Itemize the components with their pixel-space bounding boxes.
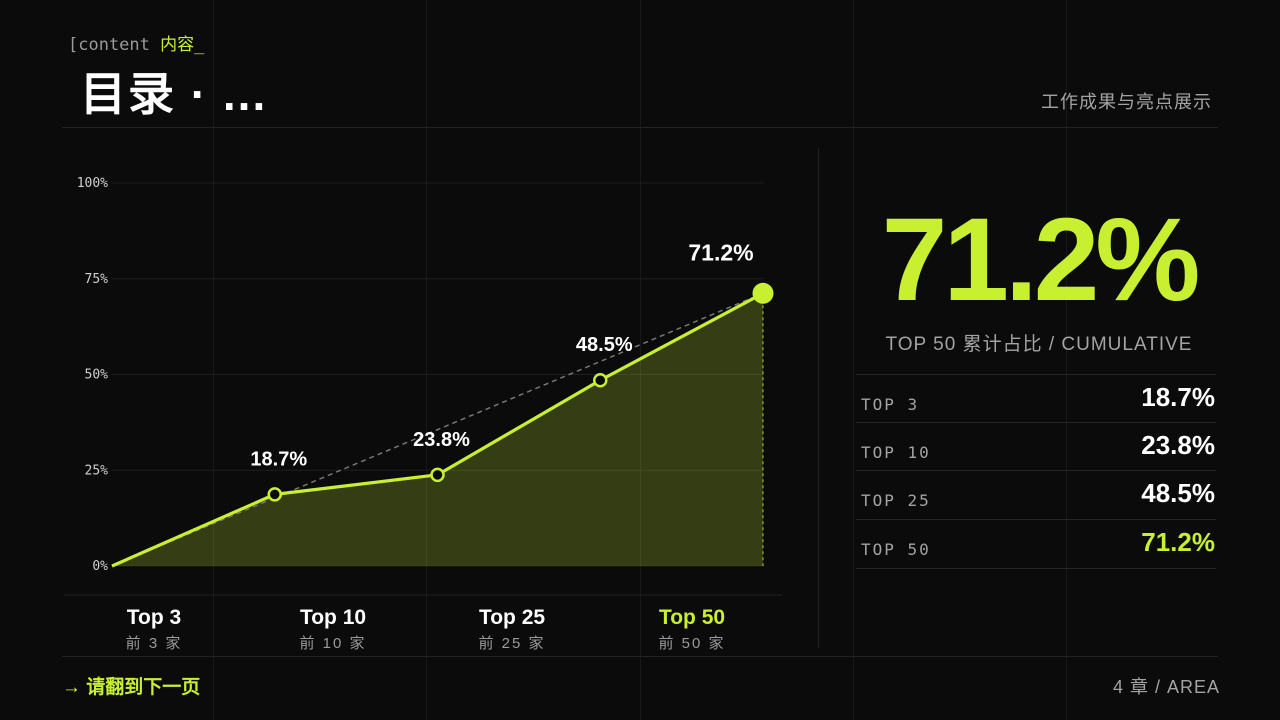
data-label: 71.2% bbox=[688, 239, 753, 265]
x-category-top-25: Top 25 前 25 家 bbox=[432, 606, 592, 653]
y-tick-label: 0% bbox=[92, 559, 108, 574]
stat-label: TOP 25 bbox=[861, 491, 931, 510]
kicker-prefix: [content bbox=[68, 35, 161, 55]
y-tick-label: 25% bbox=[85, 463, 109, 478]
x-category-sublabel: 前 25 家 bbox=[478, 635, 546, 652]
stat-row-top-50: TOP 50 71.2% bbox=[856, 519, 1216, 569]
x-category-top-3: Top 3 前 3 家 bbox=[74, 606, 234, 653]
stat-label: TOP 10 bbox=[861, 443, 931, 462]
x-category-top-50: Top 50 前 50 家 bbox=[612, 606, 772, 653]
bg-grid-line bbox=[1066, 0, 1067, 720]
x-category-label: Top 25 bbox=[478, 606, 546, 629]
footer-divider bbox=[62, 656, 1218, 657]
stat-label: TOP 3 bbox=[861, 395, 920, 414]
x-category-label: Top 10 bbox=[299, 606, 367, 629]
stat-value: 23.8% bbox=[1141, 430, 1215, 460]
data-point bbox=[430, 467, 445, 483]
data-point bbox=[752, 282, 774, 304]
stat-value: 48.5% bbox=[1141, 478, 1215, 508]
x-category-sublabel: 前 3 家 bbox=[125, 635, 183, 652]
x-category-sublabel: 前 10 家 bbox=[299, 635, 367, 652]
big-cumulative-value: 71.2% bbox=[881, 194, 1201, 326]
bg-grid-line bbox=[853, 0, 854, 720]
data-point bbox=[267, 487, 282, 502]
bg-grid-line bbox=[426, 0, 427, 720]
x-category-label: Top 50 bbox=[658, 606, 726, 629]
panel-divider bbox=[818, 148, 819, 648]
cumulative-area-chart: 0% 25% 50% 75% 100% 18.7% 23.8% 48.5% 71.2% bbox=[64, 176, 782, 596]
stat-row-top-3: TOP 3 18.7% bbox=[856, 374, 1216, 423]
header-divider bbox=[62, 127, 1218, 128]
x-category-top-10: Top 10 前 10 家 bbox=[253, 606, 413, 653]
x-category-label: Top 3 bbox=[126, 606, 182, 629]
big-value-caption: TOP 50 累计占比 / CUMULATIVE bbox=[885, 334, 1193, 355]
stat-row-top-10: TOP 10 23.8% bbox=[856, 422, 1216, 471]
next-page-link[interactable]: → 请翻到下一页 bbox=[62, 677, 201, 698]
data-point bbox=[593, 372, 608, 388]
trend-line bbox=[111, 292, 764, 567]
page-subtitle: 工作成果与亮点展示 bbox=[1041, 92, 1212, 112]
bg-grid-line bbox=[213, 0, 214, 720]
section-kicker: [content 内容_ bbox=[68, 30, 204, 55]
stat-label: TOP 50 bbox=[861, 540, 931, 559]
data-label: 48.5% bbox=[576, 334, 633, 356]
x-category-sublabel: 前 50 家 bbox=[658, 635, 726, 652]
data-label: 23.8% bbox=[413, 429, 470, 451]
chapter-indicator: 4 章 / AREA bbox=[1112, 677, 1220, 697]
y-tick-label: 50% bbox=[85, 368, 109, 383]
page-title: 目录 · ... bbox=[80, 68, 268, 120]
data-label: 18.7% bbox=[250, 448, 307, 470]
kicker-accent: 内容_ bbox=[160, 35, 205, 55]
stat-row-top-25: TOP 25 48.5% bbox=[856, 470, 1216, 519]
y-tick-label: 100% bbox=[77, 176, 108, 191]
stat-value: 71.2% bbox=[1141, 527, 1215, 557]
stat-value: 18.7% bbox=[1141, 382, 1215, 412]
y-tick-label: 75% bbox=[85, 272, 109, 287]
